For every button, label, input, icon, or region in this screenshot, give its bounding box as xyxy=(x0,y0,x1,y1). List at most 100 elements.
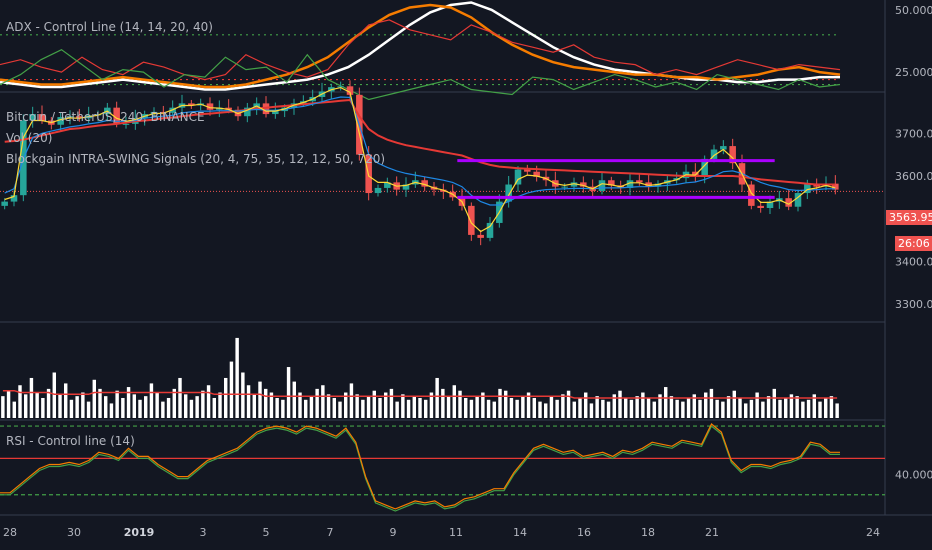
time-tick-label: 24 xyxy=(866,526,880,539)
candle-body xyxy=(122,123,130,125)
candle-body xyxy=(421,180,428,187)
volume-bar xyxy=(686,397,691,418)
volume-bar xyxy=(292,381,296,418)
volume-bar xyxy=(498,388,502,418)
volume-bar xyxy=(6,390,11,418)
price-tick-label: 3600.00 xyxy=(895,170,932,183)
candle-body xyxy=(337,86,344,88)
volume-bar xyxy=(149,383,154,418)
volume-bar xyxy=(521,396,525,418)
candle-body xyxy=(710,149,718,159)
volume-bar xyxy=(624,397,628,418)
volume-bar xyxy=(555,399,559,418)
candle-body xyxy=(1,201,8,206)
volume-bar xyxy=(641,392,645,418)
volume-bar xyxy=(81,392,85,418)
candle-body xyxy=(57,117,64,125)
volume-bar xyxy=(18,385,22,418)
candle-body xyxy=(38,114,46,121)
candle-body xyxy=(272,111,279,115)
candle-body xyxy=(374,187,382,194)
volume-bar xyxy=(298,392,302,418)
volume-bar xyxy=(121,397,125,418)
volume-bar xyxy=(29,377,34,418)
volume-bar xyxy=(709,388,714,418)
volume-bar xyxy=(435,377,439,418)
volume-bar xyxy=(772,388,776,418)
volume-bar xyxy=(12,401,16,418)
countdown-tag: 26:06 xyxy=(895,236,932,251)
candle-body xyxy=(10,195,18,202)
volume-bar xyxy=(344,392,348,418)
adx-series-line xyxy=(0,19,841,81)
candle-body xyxy=(188,103,195,106)
volume-bar xyxy=(309,396,314,418)
volume-bar xyxy=(515,399,519,418)
candle-body xyxy=(514,169,522,185)
volume-bar xyxy=(618,390,622,418)
time-tick-label: 3 xyxy=(200,526,207,539)
volume-bar xyxy=(109,403,114,418)
volume-bar xyxy=(824,397,828,418)
swing-indicator-label: Blockgain INTRA-SWING Signals (20, 4, 75… xyxy=(6,152,386,166)
volume-bar xyxy=(766,396,771,418)
volume-bar xyxy=(549,396,554,418)
time-tick-label: 14 xyxy=(513,526,527,539)
volume-bar xyxy=(378,397,382,418)
volume-bar xyxy=(812,394,816,418)
volume-bar xyxy=(406,399,411,418)
time-tick-label: 5 xyxy=(263,526,270,539)
volume-bar xyxy=(538,401,542,418)
volume-bar xyxy=(161,401,165,418)
adx-tick-label: 50.0000 xyxy=(895,4,932,17)
volume-bar xyxy=(635,396,639,418)
time-tick-label: 18 xyxy=(641,526,655,539)
candle-body xyxy=(216,107,223,110)
time-tick-label: 21 xyxy=(705,526,719,539)
volume-bar xyxy=(629,399,634,418)
adx-title: ADX - Control Line (14, 14, 20, 40) xyxy=(6,20,213,34)
candle-body xyxy=(244,107,251,117)
volume-bar xyxy=(646,397,651,418)
volume-bar xyxy=(446,396,451,418)
volume-bar xyxy=(784,397,788,418)
volume-bar xyxy=(389,388,394,418)
candle-body xyxy=(225,107,232,110)
price-tick-label: 3700.00 xyxy=(895,127,932,140)
volume-bar xyxy=(178,377,182,418)
volume-bar xyxy=(401,394,405,418)
adx-tick-label: 25.0000 xyxy=(895,66,932,79)
volume-bar xyxy=(532,397,536,418)
last-price-tag: 3563.95 xyxy=(886,210,932,225)
rsi-title: RSI - Control line (14) xyxy=(6,434,135,448)
volume-bar xyxy=(778,399,782,418)
candle-body xyxy=(561,186,568,188)
volume-bar xyxy=(115,390,119,418)
volume-bar xyxy=(744,403,748,418)
volume-bar xyxy=(578,397,582,418)
candle-body xyxy=(113,107,120,124)
volume-bar xyxy=(715,399,719,418)
volume-bar xyxy=(366,396,371,418)
candle-body xyxy=(533,171,540,177)
volume-bar xyxy=(704,392,708,418)
volume-bar xyxy=(144,396,148,418)
volume-bar xyxy=(35,392,39,418)
volume-bar xyxy=(258,381,262,418)
candle-body xyxy=(766,201,774,208)
volume-bar xyxy=(155,392,159,418)
volume-bar xyxy=(138,399,142,418)
candle-body xyxy=(692,171,699,176)
volume-bar xyxy=(195,396,199,418)
candle-body xyxy=(346,86,354,95)
volume-bar xyxy=(469,399,474,418)
symbol-title: Bitcoin / TetherUS, 240, BINANCE xyxy=(6,110,205,124)
volume-bar xyxy=(269,392,274,418)
volume-bar xyxy=(212,397,216,418)
volume-bar xyxy=(349,383,354,418)
volume-bar xyxy=(749,399,754,418)
candle-body xyxy=(160,111,167,113)
time-tick-label: 11 xyxy=(449,526,463,539)
volume-bar xyxy=(252,394,256,418)
